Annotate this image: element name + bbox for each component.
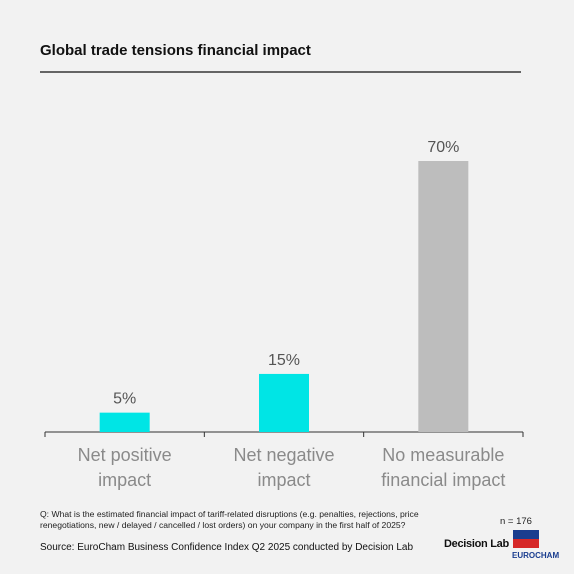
- value-label: 70%: [427, 139, 459, 156]
- x-tick-label: Net negative impact: [233, 445, 335, 490]
- bar: [259, 373, 309, 432]
- bar: [99, 412, 150, 432]
- sample-size: n = 176: [500, 516, 532, 527]
- bar: [418, 161, 469, 432]
- logo-flag: [513, 539, 539, 548]
- logo-text: Decision Lab: [444, 538, 509, 550]
- logo-text: EUROCHAM: [512, 551, 560, 560]
- x-tick-label: Net positive impact: [77, 445, 172, 490]
- x-tick-label: No measurable financial impact: [381, 445, 506, 490]
- value-label: 15%: [268, 352, 300, 369]
- value-label: 5%: [113, 391, 136, 408]
- source: Source: EuroCham Business Confidence Ind…: [40, 542, 414, 553]
- chart-title: Global trade tensions financial impact: [40, 42, 311, 59]
- question-note: Q: What is the estimated financial impac…: [40, 509, 419, 530]
